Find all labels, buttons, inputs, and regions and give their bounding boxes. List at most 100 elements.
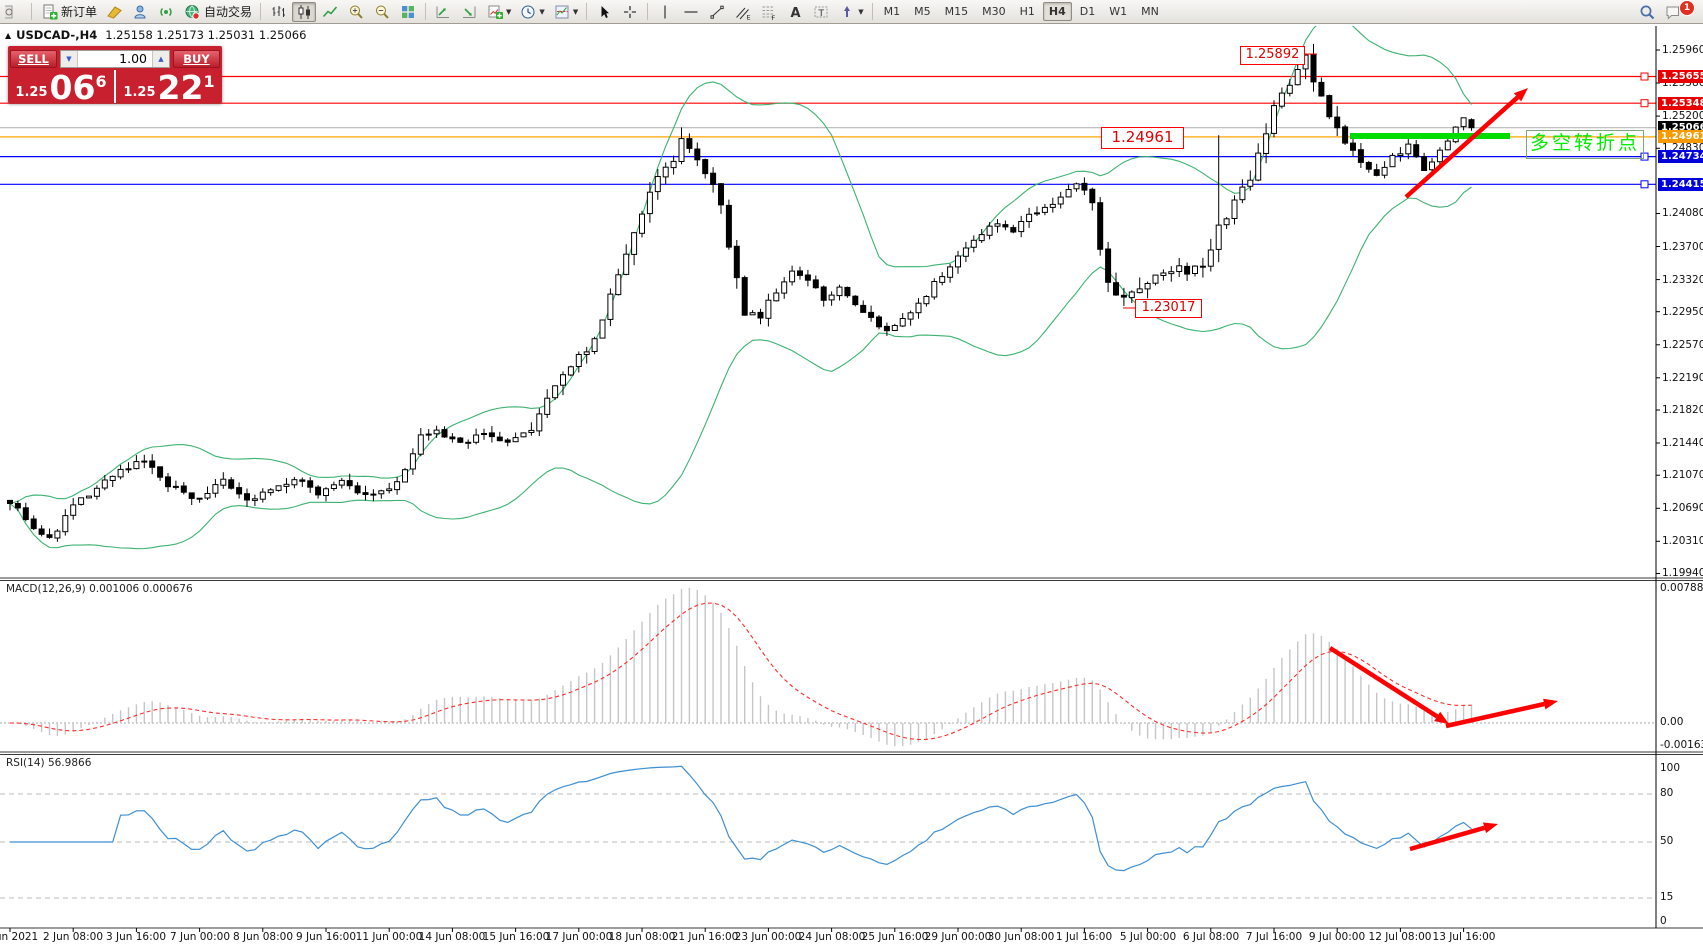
price-annotation-support[interactable]: 1.24961: [1101, 127, 1184, 149]
toolbar-button-candle-chart[interactable]: [292, 1, 317, 22]
toolbar-button-indicator-up[interactable]: [431, 2, 455, 22]
x-axis-label: 29 Jun 00:00: [924, 931, 992, 943]
price-tick-label: 1.20310: [1662, 535, 1703, 547]
chat-icon: [1666, 6, 1679, 20]
toolbar-button-fibonacci[interactable]: F: [757, 2, 781, 22]
toolbar-button-equidistant-channel[interactable]: E: [731, 2, 755, 22]
horizontal-line-icon: [684, 10, 698, 13]
timeframe-button-d1[interactable]: D1: [1079, 5, 1096, 18]
price-tick-label: 1.22190: [1662, 372, 1703, 384]
toolbar-button-label: 新订单: [61, 5, 98, 19]
toolbar-button-indicator-down[interactable]: [457, 2, 481, 22]
sell-price-big: 06: [49, 68, 96, 107]
timeframe-button-mn[interactable]: MN: [1141, 5, 1159, 18]
volume-down-icon[interactable]: ▼: [61, 51, 78, 67]
x-axis-label: 14 Jun 08:00: [418, 931, 486, 943]
toolbar-separator: [647, 3, 649, 20]
toolbar-button-zoom-out[interactable]: [370, 2, 394, 22]
chart-title-row: ▲ USDCAD-,H4 1.25158 1.25173 1.25031 1.250…: [5, 28, 306, 42]
text-icon: A: [791, 6, 801, 20]
timeframe-button-m1[interactable]: M1: [883, 5, 901, 18]
buy-price-sup: 1: [203, 72, 215, 91]
toolbar-button-autotrade[interactable]: 自动交易: [180, 2, 255, 22]
macd-scale-min: -0.001638: [1660, 739, 1703, 751]
timeframe-button-m5[interactable]: M5: [914, 5, 931, 18]
arrows-icon: [844, 5, 851, 17]
user-icon: [134, 5, 146, 18]
toolbar-button-period[interactable]: ▼: [516, 2, 547, 22]
buy-price-big: 22: [157, 68, 204, 107]
price-level-chip: 1.24734: [1658, 150, 1703, 163]
toolbar-button-bar-chart[interactable]: [266, 2, 290, 22]
timeframe-button-m15[interactable]: M15: [944, 5, 969, 18]
toolbar-button-new-chart[interactable]: ▼: [483, 2, 514, 22]
new-chart-icon: [488, 5, 504, 19]
search-button[interactable]: [1635, 2, 1659, 22]
toolbar-button-trendline[interactable]: [705, 2, 729, 22]
buy-button[interactable]: BUY: [173, 50, 220, 68]
period-icon: [521, 5, 535, 18]
autotrade-icon: [185, 4, 200, 20]
timeframe-button-h4[interactable]: H4: [1042, 2, 1072, 21]
toolbar-button-user[interactable]: [128, 2, 152, 22]
toolbar-button-doc-partial[interactable]: [2, 2, 26, 22]
toolbar-button-vertical-line[interactable]: [653, 2, 677, 22]
x-axis-label: 6 Jul 08:00: [1182, 931, 1240, 943]
toolbar-button-tile-windows[interactable]: [396, 2, 420, 22]
toolbar-button-text-label[interactable]: T: [809, 2, 833, 22]
price-tick-label: 1.22950: [1662, 306, 1703, 318]
sell-button[interactable]: SELL: [10, 50, 57, 68]
timeframe-button-h1[interactable]: H1: [1019, 5, 1035, 18]
timeframe-button-w1[interactable]: W1: [1109, 5, 1128, 18]
price-annotation-high[interactable]: 1.25892: [1240, 46, 1305, 65]
toolbar-button-horizontal-line[interactable]: [679, 2, 703, 22]
x-axis-label: 24 Jun 08:00: [798, 931, 866, 943]
toolbar-button-zoom-in[interactable]: [344, 2, 368, 22]
bar-chart-icon: [272, 5, 286, 17]
svg-text:A: A: [791, 6, 801, 20]
volume-stepper[interactable]: ▼ 1.00 ▲: [60, 50, 170, 68]
toolbar-separator: [260, 3, 262, 20]
sell-price[interactable]: 1.25 06 6: [8, 68, 116, 107]
toolbar-button-arrows[interactable]: ▼: [835, 2, 866, 22]
toolbar-button-new-order[interactable]: 新订单: [37, 2, 100, 22]
search-icon: [1640, 5, 1655, 20]
price-tick-label: 1.25200: [1662, 110, 1703, 122]
buy-price[interactable]: 1.25 22 1: [116, 68, 222, 107]
volume-value[interactable]: 1.00: [119, 51, 147, 66]
collapse-panel-icon[interactable]: ▲: [5, 31, 12, 40]
x-axis-label: 1 Jun 2021: [0, 931, 39, 943]
toolbar-button-signal[interactable]: [154, 2, 178, 22]
price-tick-label: 1.23700: [1662, 241, 1703, 253]
dropdown-caret-icon: ▼: [506, 7, 512, 16]
svg-text:T: T: [818, 8, 825, 18]
toolbar-button-text[interactable]: A: [783, 2, 807, 22]
toolbar-separator: [586, 3, 588, 20]
x-axis-label: 7 Jun 00:00: [169, 931, 231, 943]
chat-button[interactable]: [1661, 2, 1685, 22]
tile-windows-icon: [402, 5, 415, 18]
notification-badge[interactable]: 1: [1679, 0, 1695, 16]
price-tick-label: 1.22570: [1662, 339, 1703, 351]
timeframe-button-m30[interactable]: M30: [982, 5, 1006, 18]
dropdown-caret-icon: ▼: [858, 7, 864, 16]
price-annotation-low[interactable]: 1.23017: [1135, 299, 1202, 318]
one-click-trading-panel: SELL ▼ 1.00 ▲ BUY 1.25 06 6 1.25 22 1: [8, 46, 222, 107]
price-level-chip: 1.25348: [1658, 97, 1703, 110]
price-tick-label: 1.19940: [1662, 567, 1703, 579]
turning-point-label[interactable]: 多空转折点: [1526, 130, 1644, 159]
x-axis-label: 9 Jun 16:00: [295, 931, 357, 943]
x-axis-label: 21 Jun 16:00: [671, 931, 739, 943]
rsi-indicator-title: RSI(14) 56.9866: [6, 757, 92, 769]
volume-up-icon[interactable]: ▲: [152, 51, 169, 67]
toolbar-button-template[interactable]: ▼: [550, 2, 581, 22]
gold-tool-icon: [107, 5, 122, 19]
x-axis-label: 5 Jul 00:00: [1119, 931, 1177, 943]
svg-text:E: E: [747, 13, 751, 20]
toolbar-button-gold-tool[interactable]: [102, 2, 126, 22]
toolbar-button-cursor[interactable]: [592, 2, 616, 22]
toolbar-button-crosshair[interactable]: [618, 2, 642, 22]
toolbar-button-line-chart[interactable]: [318, 2, 342, 22]
x-axis-label: 25 Jun 16:00: [861, 931, 929, 943]
